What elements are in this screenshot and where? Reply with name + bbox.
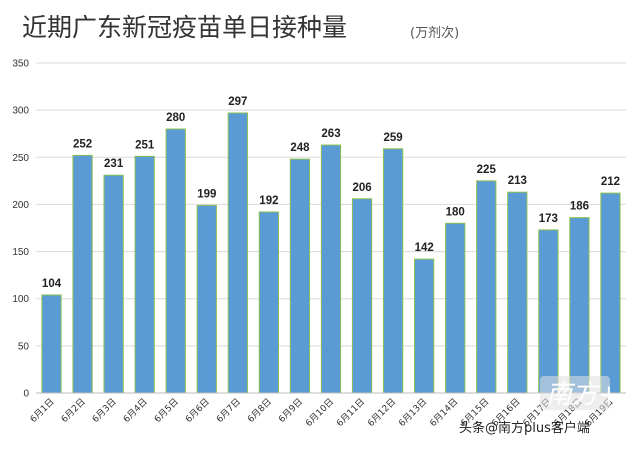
data-label: 192 xyxy=(259,195,278,207)
x-tick-label: 6月6日 xyxy=(183,396,212,425)
x-tick-label: 6月9日 xyxy=(276,396,305,425)
bar xyxy=(445,222,466,394)
data-label: 252 xyxy=(73,138,92,150)
data-label: 251 xyxy=(135,139,155,151)
bar xyxy=(569,217,590,394)
x-tick-label: 6月11日 xyxy=(335,396,368,429)
x-tick-label: 6月1日 xyxy=(28,396,57,425)
bar xyxy=(165,128,186,394)
data-labels: 104 252 231 251 280 199 297 192 248 263 206 259 142 1… xyxy=(42,96,620,290)
watermark-text: 头条@南方plus客户端 xyxy=(459,420,590,436)
data-label: 225 xyxy=(477,164,497,176)
x-tick-label: 6月13日 xyxy=(397,396,430,429)
y-tick-label: 50 xyxy=(18,341,30,352)
chart-title: 近期广东新冠疫苗单日接种量 xyxy=(22,13,347,42)
y-tick-label: 250 xyxy=(12,153,29,164)
bar xyxy=(507,191,528,394)
bar xyxy=(134,155,155,394)
data-label: 206 xyxy=(352,182,371,194)
logo-lettering: 南方+ xyxy=(546,380,620,410)
x-tick-label: 6月10日 xyxy=(303,396,336,429)
x-tick-label: 6月14日 xyxy=(428,396,461,429)
y-tick-label: 0 xyxy=(23,389,29,400)
data-label: 259 xyxy=(384,132,403,144)
x-tick-label: 6月7日 xyxy=(214,396,243,425)
bar xyxy=(196,204,217,394)
watermark: 南方+ 头条@南方plus客户端 xyxy=(459,376,620,436)
data-label: 297 xyxy=(228,96,247,108)
bar xyxy=(72,154,93,394)
data-label: 231 xyxy=(104,158,124,170)
bars xyxy=(41,112,621,394)
y-tick-label: 300 xyxy=(12,106,29,117)
bar xyxy=(538,229,559,394)
y-axis-ticks: 0 50 100 150 200 250 300 350 xyxy=(12,59,29,400)
bar xyxy=(41,294,62,394)
y-tick-label: 350 xyxy=(12,59,29,70)
bar xyxy=(476,180,497,394)
data-label: 186 xyxy=(570,201,589,213)
data-label: 248 xyxy=(290,142,310,154)
nanfang-logo: 南方+ xyxy=(540,376,620,410)
y-tick-label: 100 xyxy=(12,294,29,305)
y-tick-label: 150 xyxy=(12,247,29,258)
x-tick-label: 6月3日 xyxy=(90,396,119,425)
bar xyxy=(227,112,248,394)
data-label: 104 xyxy=(42,278,62,290)
x-tick-label: 6月4日 xyxy=(121,396,150,425)
bar xyxy=(351,198,373,394)
x-tick-label: 6月5日 xyxy=(152,396,181,425)
bar xyxy=(320,144,342,394)
bar xyxy=(103,174,124,394)
data-label: 173 xyxy=(539,213,558,225)
data-label: 280 xyxy=(166,112,185,124)
data-label: 199 xyxy=(197,188,216,200)
x-tick-label: 6月12日 xyxy=(366,396,399,429)
bar xyxy=(600,192,621,394)
x-tick-label: 6月8日 xyxy=(245,396,274,425)
data-label: 142 xyxy=(415,242,434,254)
data-label: 263 xyxy=(321,128,340,140)
x-tick-label: 6月2日 xyxy=(59,396,88,425)
data-label: 213 xyxy=(508,175,527,187)
bar xyxy=(289,158,311,394)
data-label: 212 xyxy=(601,176,620,188)
chart-unit: (万剂次) xyxy=(410,25,459,41)
bar xyxy=(382,148,404,394)
bar xyxy=(414,258,435,394)
bar xyxy=(258,211,280,394)
y-tick-label: 200 xyxy=(12,200,29,211)
data-label: 180 xyxy=(446,206,465,218)
